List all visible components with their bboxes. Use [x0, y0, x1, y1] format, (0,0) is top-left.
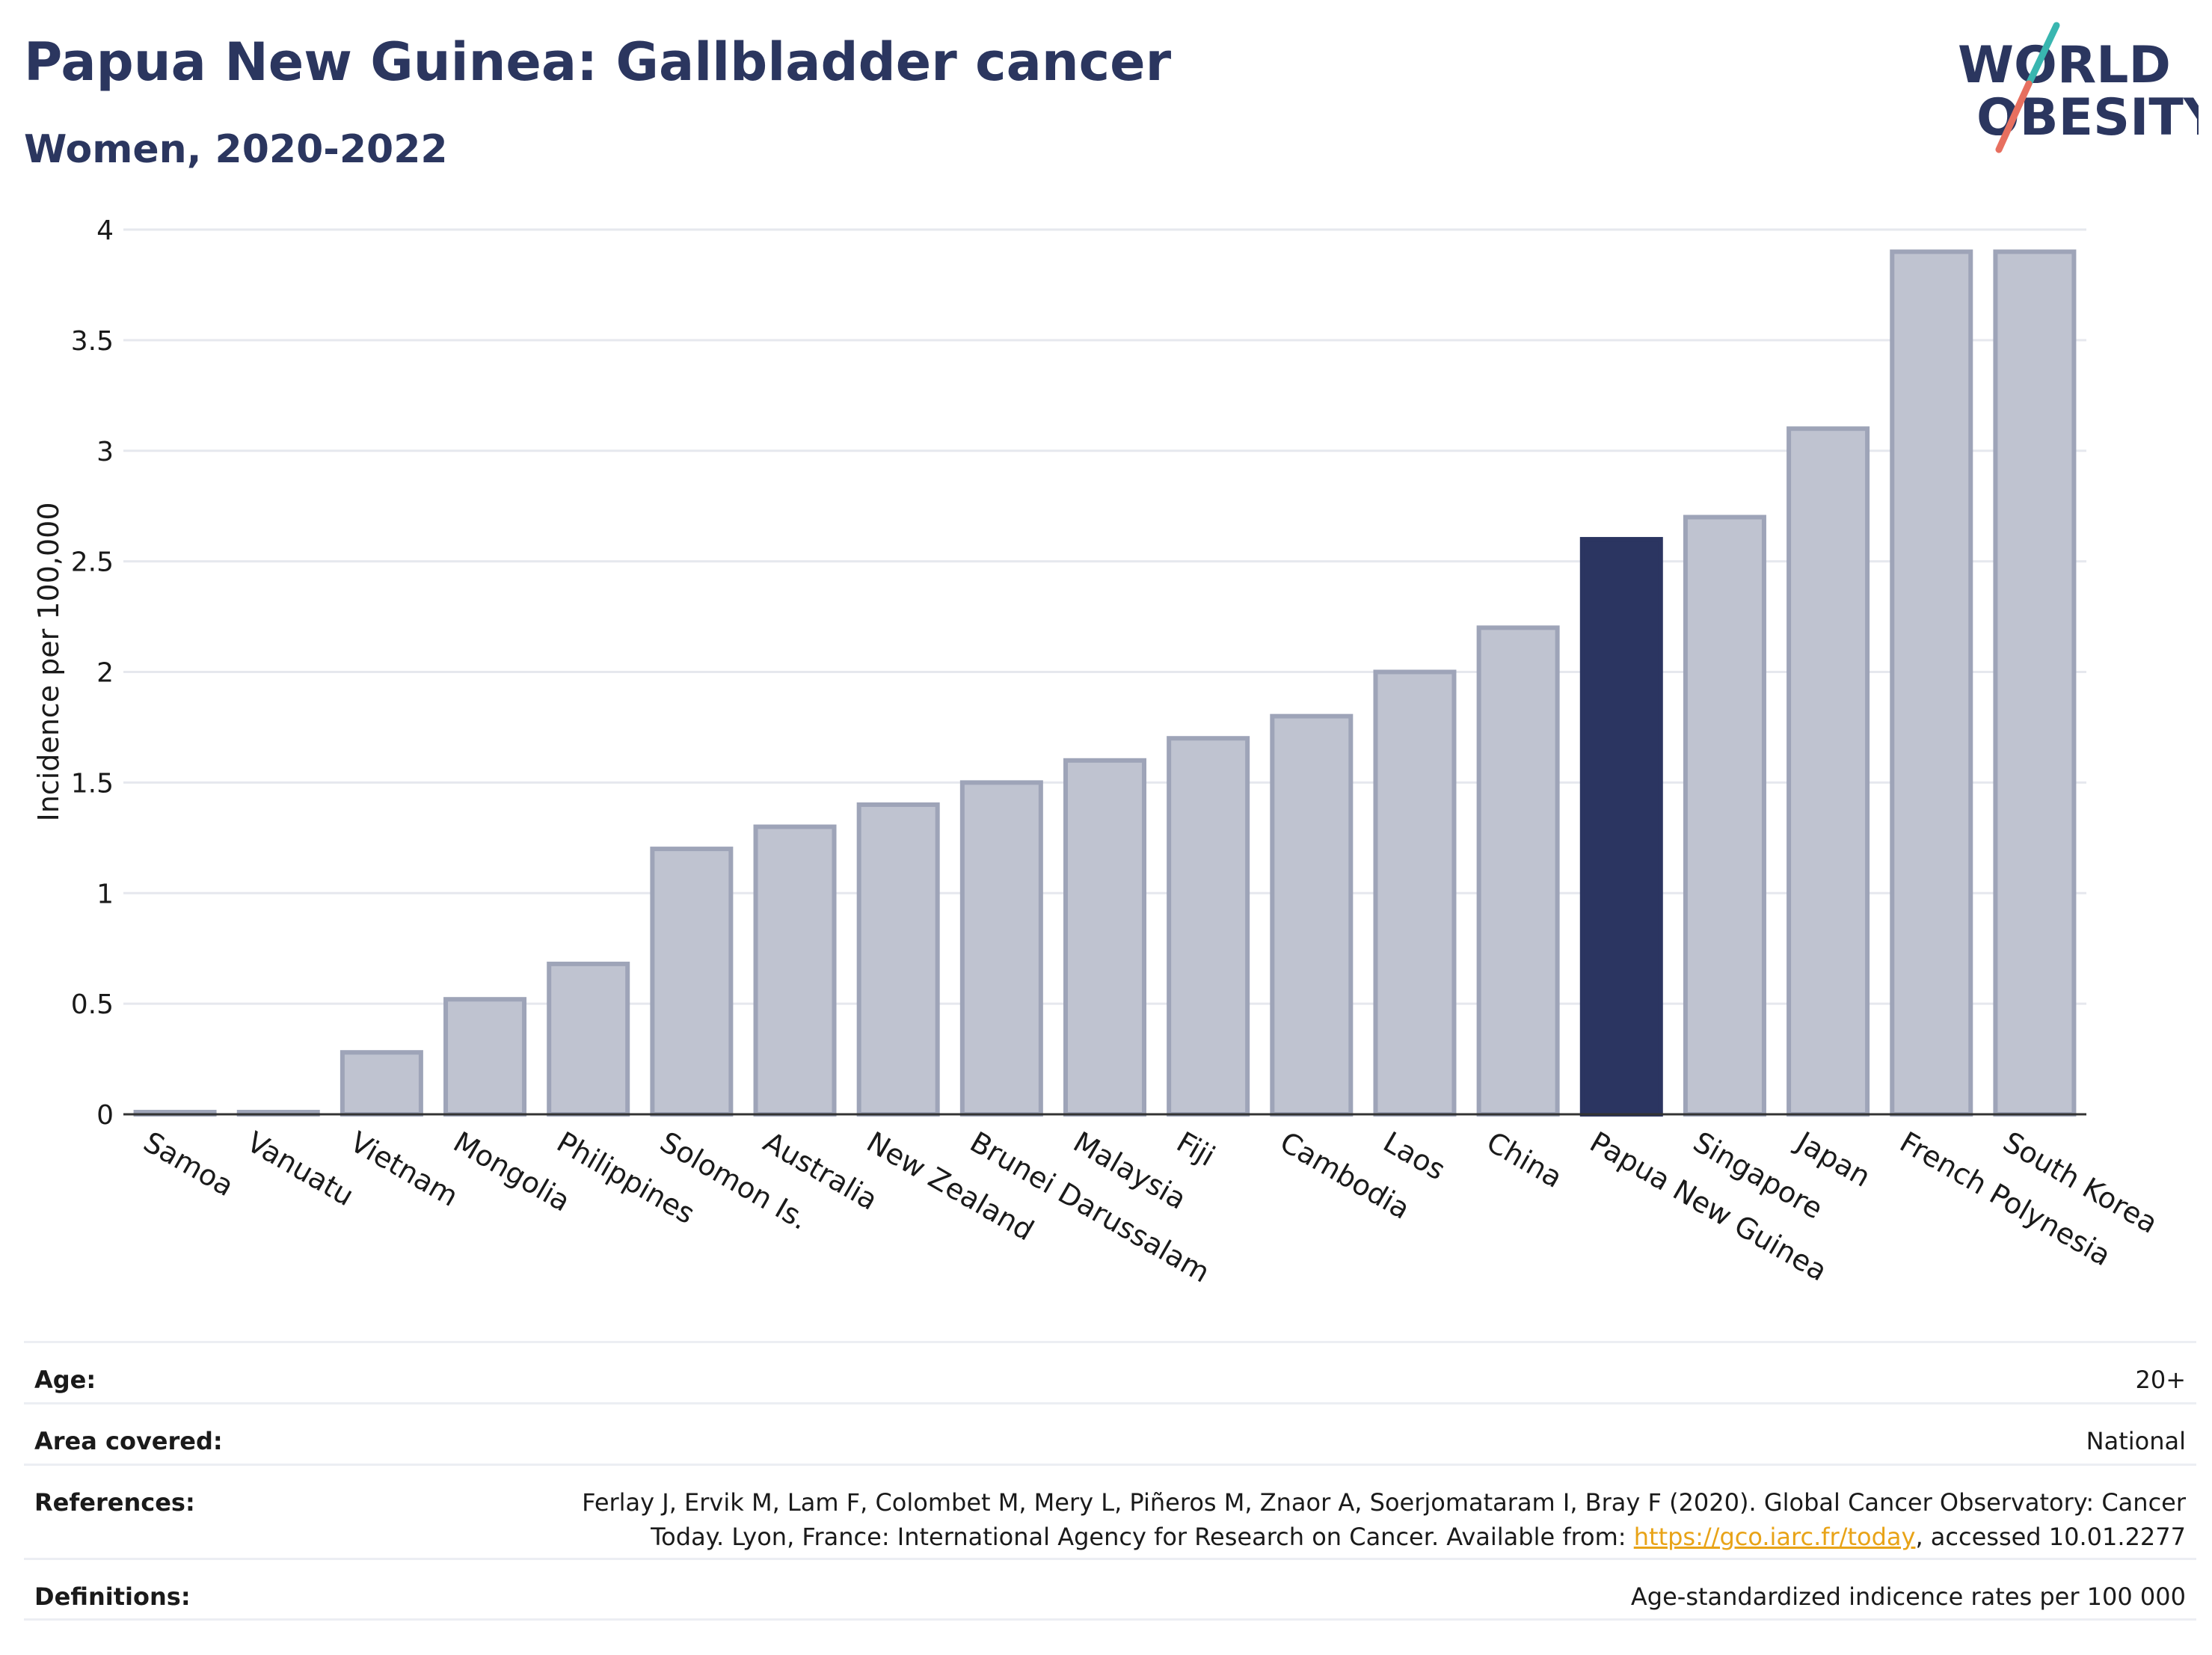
- y-tick-label: 3.5: [71, 326, 114, 357]
- bar-french-polynesia: [1890, 249, 1973, 1117]
- bar-australia: [753, 824, 837, 1117]
- meta-row-area: Area covered: National: [24, 1402, 2196, 1464]
- meta-value-age: 20+: [2135, 1366, 2186, 1394]
- bar-japan: [1787, 426, 1870, 1117]
- bars: [133, 249, 2077, 1117]
- bar-chart: 00.511.522.533.54 Incidence per 100,000 …: [32, 215, 2163, 1289]
- logo-slash-coral: [1995, 80, 2033, 153]
- bar-brunei-darussalam: [959, 780, 1043, 1117]
- y-axis-ticks: 0 0.5 1 1.5 2 2.5 3 3.5 4: [71, 215, 114, 1131]
- meta-label-references: References:: [34, 1488, 195, 1517]
- metadata-table: Age: 20+ Area covered: National Referenc…: [24, 1341, 2196, 1621]
- reference-text: Ferlay J, Ervik M, Lam F, Colombet M, Me…: [582, 1488, 2186, 1551]
- y-tick-label: 2.5: [71, 547, 114, 578]
- x-tick-label: China: [1481, 1126, 1568, 1194]
- chart-subtitle: Women, 2020-2022: [24, 127, 448, 172]
- meta-row-definitions: Definitions: Age-standardized indicence …: [24, 1558, 2196, 1621]
- y-tick-label: 2: [96, 658, 114, 689]
- y-tick-label: 4: [96, 215, 114, 246]
- bar-fiji: [1167, 736, 1250, 1117]
- reference-accessed: , accessed 10.01.2277: [1915, 1523, 2186, 1551]
- y-tick-label: 0: [96, 1100, 114, 1131]
- bar-singapore: [1683, 515, 1766, 1117]
- y-tick-label: 1.5: [71, 768, 114, 799]
- bar-philippines: [547, 961, 630, 1117]
- bar-malaysia: [1063, 758, 1146, 1117]
- meta-value-area: National: [2086, 1427, 2186, 1455]
- bar-vietnam: [340, 1050, 423, 1117]
- meta-label-area: Area covered:: [34, 1427, 223, 1455]
- bar-laos: [1373, 669, 1457, 1117]
- logo-slash-teal: [2025, 22, 2060, 87]
- y-tick-label: 1: [96, 879, 114, 909]
- meta-label-definitions: Definitions:: [34, 1582, 191, 1611]
- x-tick-label: Samoa: [138, 1126, 239, 1203]
- x-tick-label: Vietnam: [345, 1126, 464, 1213]
- meta-label-age: Age:: [34, 1366, 96, 1394]
- reference-link[interactable]: https://gco.iarc.fr/today: [1633, 1523, 1916, 1551]
- x-tick-label: Fiji: [1171, 1126, 1220, 1173]
- x-tick-label: Vanuatu: [242, 1126, 360, 1212]
- chart-title: Papua New Guinea: Gallbladder cancer: [24, 31, 1172, 93]
- x-tick-label: Mongolia: [448, 1126, 576, 1218]
- x-tick-label: Laos: [1377, 1126, 1451, 1187]
- y-tick-label: 0.5: [71, 989, 114, 1020]
- bar-south-korea: [1993, 249, 2077, 1117]
- meta-value-references: Ferlay J, Ervik M, Lam F, Colombet M, Me…: [578, 1485, 2186, 1554]
- y-tick-label: 3: [96, 437, 114, 467]
- bar-new-zealand: [856, 802, 940, 1117]
- x-axis-ticks: Samoa VanuatuVietnamMongoliaPhilippinesSo…: [138, 1125, 2163, 1289]
- meta-row-references: References: Ferlay J, Ervik M, Lam F, Co…: [24, 1464, 2196, 1558]
- y-axis-label: Incidence per 100,000: [32, 502, 65, 821]
- meta-value-definitions: Age-standardized indicence rates per 100…: [1630, 1582, 2186, 1611]
- bar-china: [1476, 625, 1560, 1117]
- bar-cambodia: [1270, 713, 1354, 1117]
- bar-papua-new-guinea: [1579, 537, 1663, 1117]
- logo-word-world: WORLD: [1958, 36, 2171, 95]
- bar-solomon-is: [650, 847, 734, 1117]
- bar-mongolia: [443, 997, 527, 1117]
- world-obesity-logo: WORLD OBESITY: [1958, 22, 2199, 153]
- meta-row-age: Age: 20+: [24, 1341, 2196, 1402]
